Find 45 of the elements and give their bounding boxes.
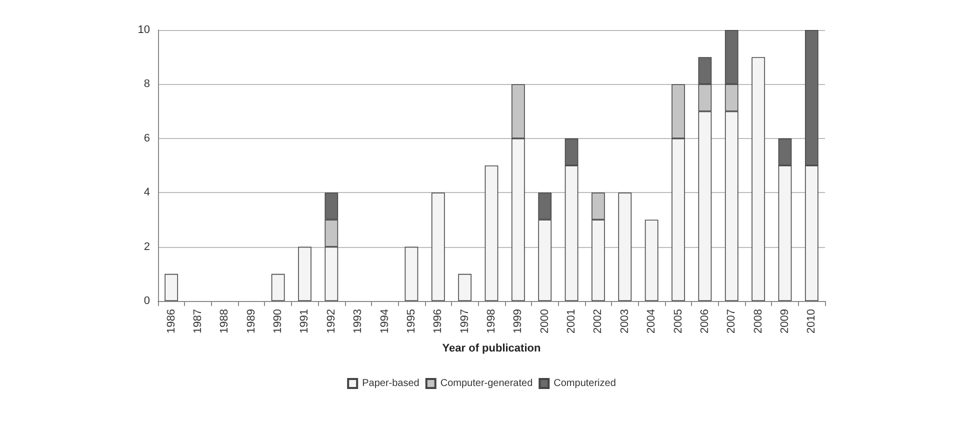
bar	[298, 246, 312, 301]
x-tick-label: 2007	[726, 309, 738, 334]
x-tick-label: 2004	[646, 309, 658, 334]
x-tick-label: 1991	[298, 309, 311, 334]
bar	[644, 220, 658, 301]
y-tick-label: 6	[144, 132, 150, 144]
legend-label: Paper-based	[362, 378, 420, 389]
y-tick-label: 2	[144, 240, 150, 253]
x-tick-label: 2010	[806, 309, 818, 334]
x-tick-label: 1990	[272, 309, 284, 334]
x-tick-label: 2006	[698, 309, 711, 334]
x-tick-label: 2008	[752, 309, 764, 334]
bar	[458, 274, 472, 301]
y-tick-label: 8	[144, 78, 150, 90]
bar	[752, 57, 765, 301]
bar	[271, 274, 285, 301]
x-tick-label: 1993	[352, 309, 364, 334]
y-tick-label: 4	[144, 186, 150, 199]
legend-label: Computerized	[554, 378, 616, 389]
x-tick-label: 2002	[592, 309, 604, 334]
x-tick-label: 1995	[405, 309, 418, 334]
x-tick-label: 1998	[486, 309, 498, 334]
x-tick-label: 1997	[458, 309, 471, 334]
bar	[404, 246, 418, 301]
bar	[164, 274, 178, 301]
x-tick-label: 2000	[538, 309, 551, 334]
legend-label: Computer-generated	[440, 378, 533, 389]
bar	[484, 166, 498, 301]
x-tick-label: 1989	[245, 309, 258, 334]
x-axis-title: Year of publication	[442, 342, 541, 354]
x-tick-label: 2003	[618, 309, 631, 334]
x-tick-label: 1999	[512, 309, 524, 334]
x-tick-label: 1996	[432, 309, 444, 334]
bar	[618, 192, 632, 301]
x-tick-label: 1992	[325, 309, 338, 334]
x-tick-label: 1987	[192, 309, 204, 334]
bar	[431, 192, 445, 301]
x-tick-label: 1994	[378, 309, 391, 334]
x-tick-label: 1986	[165, 309, 178, 334]
x-tick-label: 1988	[218, 309, 231, 334]
y-tick-label: 10	[138, 24, 150, 36]
y-tick-label: 0	[144, 295, 150, 307]
x-tick-label: 2005	[672, 309, 684, 334]
x-tick-label: 2009	[778, 309, 791, 334]
x-tick-label: 2001	[566, 309, 578, 334]
